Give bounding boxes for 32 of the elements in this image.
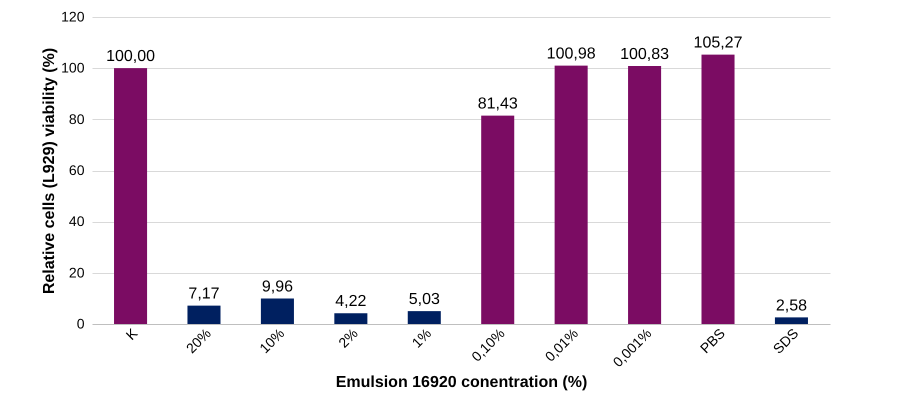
bar: [260, 298, 294, 324]
y-tick-label: 60: [68, 162, 85, 178]
data-label: 5,03: [408, 291, 440, 308]
x-axis-title: Emulsion 16920 conentration (%): [336, 374, 588, 391]
y-axis-title: Relative cells (L929) viability (%): [41, 48, 58, 294]
y-tick-label: 0: [76, 316, 85, 332]
data-label: 100,00: [106, 48, 156, 66]
y-tick-label: 40: [68, 213, 85, 230]
bar: [187, 306, 221, 324]
data-label: 2,58: [776, 297, 808, 314]
data-label: 105,27: [694, 34, 743, 52]
data-label: 7,17: [188, 286, 220, 303]
bar: [481, 116, 514, 324]
x-tick-label: 1%: [408, 325, 434, 351]
data-label: 9,96: [262, 278, 294, 296]
x-tick-label: 2%: [335, 325, 361, 351]
data-label: 100,98: [546, 46, 596, 63]
bar: [334, 313, 368, 324]
bar: [628, 66, 662, 324]
data-label: 100,83: [620, 46, 670, 64]
y-tick-label: 100: [61, 60, 85, 76]
bar: [774, 317, 808, 324]
bar: [554, 66, 588, 324]
bar: [114, 68, 148, 324]
bar: [408, 311, 441, 324]
y-tick-label: 120: [61, 8, 85, 24]
data-label: 81,43: [478, 96, 518, 113]
y-tick-label: 80: [68, 110, 85, 127]
bar: [701, 54, 735, 324]
y-tick-label: 20: [68, 264, 85, 280]
x-tick-label: K: [122, 324, 141, 344]
data-label: 4,22: [335, 293, 367, 310]
